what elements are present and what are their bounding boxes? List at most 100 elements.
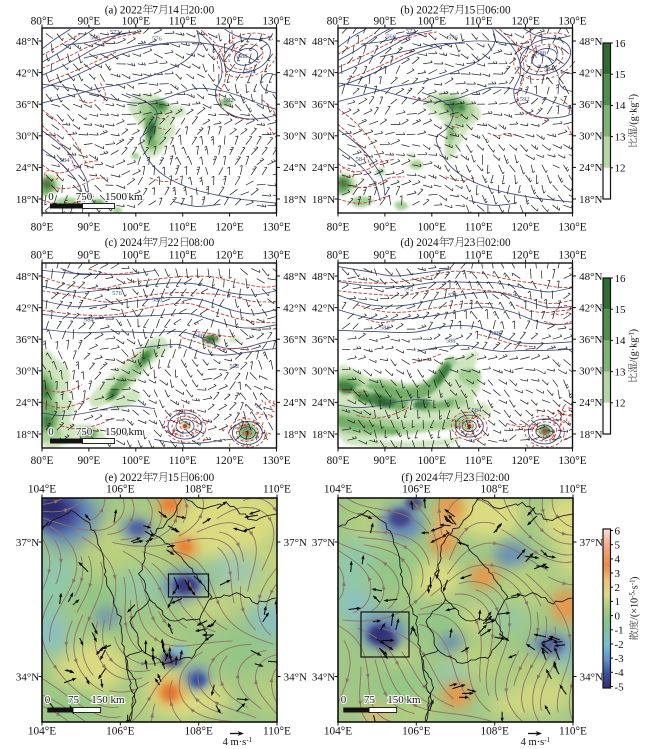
svg-text:-5: -5 <box>629 591 637 597</box>
svg-text:75: 75 <box>68 694 80 706</box>
svg-text:30°N: 30°N <box>283 131 306 143</box>
svg-text:100°E: 100°E <box>122 455 150 467</box>
svg-text:80°E: 80°E <box>327 222 350 234</box>
svg-text:48°N: 48°N <box>283 36 306 48</box>
svg-text:20:00: 20:00 <box>189 5 215 17</box>
svg-text:08:00: 08:00 <box>189 237 215 249</box>
svg-text:104°E: 104°E <box>324 726 352 738</box>
svg-text:572: 572 <box>406 28 416 35</box>
svg-text:110°E: 110°E <box>465 455 493 467</box>
svg-text:-1: -1 <box>628 331 636 337</box>
svg-text:): ) <box>629 94 640 97</box>
svg-text:7: 7 <box>152 237 158 249</box>
svg-text:42°N: 42°N <box>312 302 335 314</box>
svg-text:02:00: 02:00 <box>484 472 510 484</box>
svg-text:30°N: 30°N <box>312 131 335 143</box>
svg-text:6: 6 <box>615 525 621 537</box>
svg-text:90°E: 90°E <box>78 222 101 234</box>
svg-text:km: km <box>128 426 143 438</box>
svg-text:90°E: 90°E <box>78 455 101 467</box>
svg-text:1500: 1500 <box>105 426 128 438</box>
svg-text:110°E: 110°E <box>169 455 197 467</box>
svg-text:0: 0 <box>48 426 54 438</box>
svg-text:42°N: 42°N <box>16 67 39 79</box>
svg-text:0: 0 <box>341 694 347 706</box>
svg-text:100°E: 100°E <box>418 455 446 467</box>
svg-text:0: 0 <box>615 610 621 622</box>
svg-text:130°E: 130°E <box>558 455 586 467</box>
svg-text:18°N: 18°N <box>579 429 602 441</box>
svg-text:584: 584 <box>246 69 257 76</box>
svg-text:80°E: 80°E <box>31 222 54 234</box>
svg-text:(e) 2022: (e) 2022 <box>105 472 143 484</box>
svg-text:130°E: 130°E <box>558 222 586 234</box>
svg-text:(a) 2022: (a) 2022 <box>105 5 143 17</box>
svg-text:588: 588 <box>446 337 456 344</box>
svg-text:37°N: 37°N <box>580 537 603 549</box>
svg-text:100°E: 100°E <box>418 250 446 262</box>
svg-text:24°N: 24°N <box>579 397 602 409</box>
svg-text:130°E: 130°E <box>262 455 290 467</box>
svg-text:18°N: 18°N <box>16 194 39 206</box>
svg-text:100°E: 100°E <box>418 222 446 234</box>
svg-text:15: 15 <box>168 472 180 484</box>
svg-text:120°E: 120°E <box>511 222 539 234</box>
svg-text:90°E: 90°E <box>78 16 101 28</box>
svg-text:110°E: 110°E <box>169 222 197 234</box>
svg-text:110°E: 110°E <box>169 250 197 262</box>
svg-text:36°N: 36°N <box>312 99 335 111</box>
svg-text:100°E: 100°E <box>122 222 150 234</box>
svg-text:106°E: 106°E <box>402 726 430 738</box>
svg-text:30°N: 30°N <box>283 366 306 378</box>
svg-text:36°N: 36°N <box>283 99 306 111</box>
svg-text:/(×10: /(×10 <box>630 598 641 620</box>
svg-text:150: 150 <box>91 694 108 706</box>
svg-text:16: 16 <box>615 38 627 50</box>
svg-text:100°E: 100°E <box>418 16 446 28</box>
svg-text:7: 7 <box>448 472 454 484</box>
svg-text:592: 592 <box>224 97 234 104</box>
svg-text:18°N: 18°N <box>16 429 39 441</box>
svg-text:-1: -1 <box>628 96 636 102</box>
svg-text:7: 7 <box>152 472 158 484</box>
svg-text:576: 576 <box>448 34 459 41</box>
svg-text:104°E: 104°E <box>28 726 56 738</box>
svg-text:572: 572 <box>404 286 414 293</box>
svg-text:580: 580 <box>152 296 162 303</box>
svg-text:-1: -1 <box>246 736 252 744</box>
svg-text:584: 584 <box>176 409 187 416</box>
svg-text:34°N: 34°N <box>16 671 39 683</box>
svg-text:576: 576 <box>112 290 123 297</box>
svg-text:14: 14 <box>615 100 627 112</box>
svg-text:130°E: 130°E <box>262 222 290 234</box>
svg-text:48°N: 48°N <box>579 271 602 283</box>
svg-text:90°E: 90°E <box>374 16 397 28</box>
svg-text:42°N: 42°N <box>283 302 306 314</box>
svg-text:568: 568 <box>90 34 100 41</box>
svg-text:108°E: 108°E <box>185 726 213 738</box>
svg-text:-1: -1 <box>544 736 550 744</box>
svg-text:-1: -1 <box>615 625 624 637</box>
svg-text:36°N: 36°N <box>579 99 602 111</box>
svg-text:110°E: 110°E <box>559 484 587 496</box>
svg-text:30°N: 30°N <box>16 366 39 378</box>
svg-text:110°E: 110°E <box>465 250 493 262</box>
svg-text:12: 12 <box>615 398 626 410</box>
svg-text:130°E: 130°E <box>558 16 586 28</box>
svg-text:/(g·kg: /(g·kg <box>629 338 640 363</box>
svg-text:16: 16 <box>615 273 627 285</box>
svg-text:120°E: 120°E <box>215 455 243 467</box>
svg-text:130°E: 130°E <box>558 250 586 262</box>
svg-text:90°E: 90°E <box>374 455 397 467</box>
svg-text:7: 7 <box>449 5 455 17</box>
svg-text:48°N: 48°N <box>312 36 335 48</box>
svg-text:100°E: 100°E <box>122 16 150 28</box>
svg-text:104°E: 104°E <box>324 484 352 496</box>
svg-text:110°E: 110°E <box>465 16 493 28</box>
svg-text:42°N: 42°N <box>579 302 602 314</box>
svg-text:24°N: 24°N <box>283 397 306 409</box>
svg-text:80°E: 80°E <box>31 455 54 467</box>
svg-text:108°E: 108°E <box>185 484 213 496</box>
svg-text:(b) 2022: (b) 2022 <box>400 5 438 17</box>
svg-text:48°N: 48°N <box>312 271 335 283</box>
